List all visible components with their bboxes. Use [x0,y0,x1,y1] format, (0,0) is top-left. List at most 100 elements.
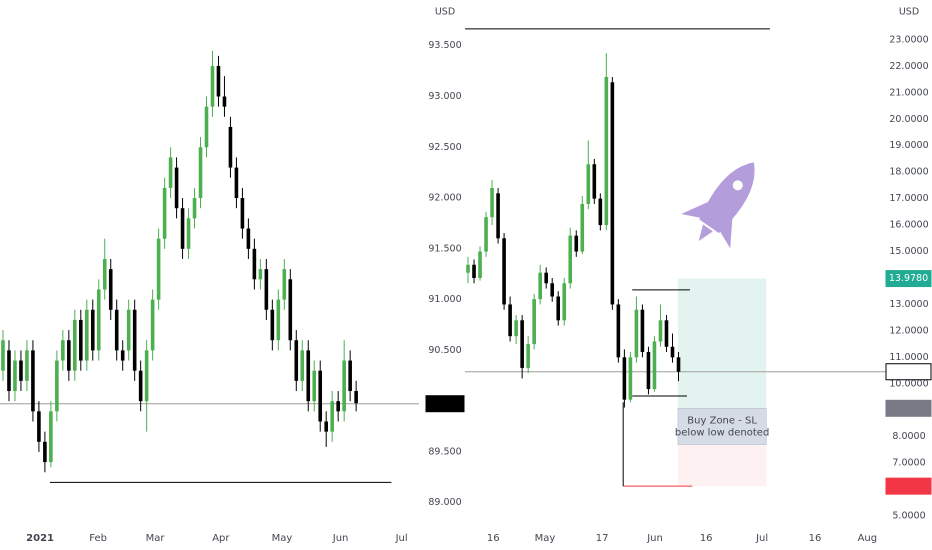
y-tick-label: 92.000 [428,193,461,204]
candle-body [13,360,17,392]
x-tick-label: May [272,533,293,544]
candle-body [138,370,143,402]
candle-body [610,82,615,305]
candle-body [37,411,41,442]
y-tick-label: 8.0000 [892,431,925,442]
y-tick-label: 7.0000 [892,458,925,469]
candle-body [664,320,669,347]
candle-body [186,218,191,249]
y-tick-label: 13.0000 [889,299,928,310]
y-tick-label: 23.0000 [889,34,928,45]
x-tick-label: 2021 [26,533,54,544]
candle-body [216,66,221,97]
y-tick-label: 5.0000 [892,511,925,522]
y-tick-label: 20.0000 [889,114,928,125]
candle-body [598,198,603,226]
candle-body [162,187,167,239]
y-tick-label: 93.500 [428,40,461,51]
rocket-icon [681,162,755,249]
candle-body [204,106,209,148]
y-tick-label: 93.000 [428,91,461,102]
y-tick-label: 92.500 [428,142,461,153]
candle-body [180,208,185,249]
candle-body [526,344,530,368]
candle-body [514,320,518,337]
candle-body [544,272,548,284]
candle-body [246,228,251,249]
candle-body [658,320,663,342]
candle-body [25,350,29,381]
candle-body [574,235,579,252]
candle-body [628,357,633,400]
candle-body [556,296,561,321]
axis-unit: USD [435,7,455,18]
candle-body [300,350,305,381]
y-tick-label: 90.500 [428,345,461,356]
candle-body [31,350,35,412]
candle-body [508,304,512,337]
candle-body [670,346,675,358]
x-tick-label: Feb [89,533,107,544]
candle-body [348,360,352,392]
price-label-box [885,477,932,495]
y-tick-label: 19.0000 [889,140,928,151]
candle-body [484,217,488,252]
y-tick-label: 17.0000 [889,193,928,204]
candle-body [120,350,125,361]
x-tick-label: Jun [332,533,349,544]
candle-body [43,441,47,463]
candle-body [538,272,542,300]
candle-body [252,248,257,280]
candle-body [472,264,476,278]
annotation-text: below low denoted [675,428,769,439]
y-tick-label: 15.0000 [889,246,928,257]
candle-body [84,309,89,361]
y-tick-label: 18.0000 [889,167,928,178]
candle-body [144,350,149,402]
candle-body [126,309,131,351]
candle-body [580,203,585,252]
x-tick-label: 16 [809,533,822,544]
candle-body [61,340,65,361]
candle-body [676,357,681,372]
zone [677,444,767,487]
candle-body [96,289,101,351]
y-tick-label: 89.000 [428,497,461,508]
candle-body [496,193,500,239]
price-label: 13.9780 [889,273,928,284]
candle-body [568,235,573,284]
candle-body [270,309,275,341]
candle-body [354,391,358,404]
annotation-box [677,408,767,445]
candle-body [168,157,173,188]
x-tick-label: Jun [646,533,663,544]
x-tick-label: May [535,533,556,544]
candle-body [342,360,346,412]
x-tick-label: 17 [596,533,609,544]
candle-body [550,283,555,297]
candle-body [114,309,119,351]
candle-body [646,352,651,390]
x-tick-label: Aug [858,533,878,544]
y-tick-label: 89.500 [428,446,461,457]
candle-body [306,350,311,402]
candle-body [622,357,627,400]
candle-body [532,299,536,345]
candle-body [634,309,639,358]
candle-body [478,251,482,278]
candle-body [282,269,287,300]
x-tick-label: 16 [700,533,713,544]
candle-body [240,198,245,229]
y-tick-label: 10.0000 [889,378,928,389]
candle-body [198,147,203,199]
y-tick-label: 16.0000 [889,220,928,231]
candle-body [330,401,334,432]
price-label-box [885,270,932,288]
candle-body [150,299,155,351]
price-label-box [885,363,932,381]
candle-body [490,188,494,218]
candle-body [258,269,263,280]
candle-body [592,164,597,199]
candle-body [294,340,299,381]
candle-body [132,309,137,371]
